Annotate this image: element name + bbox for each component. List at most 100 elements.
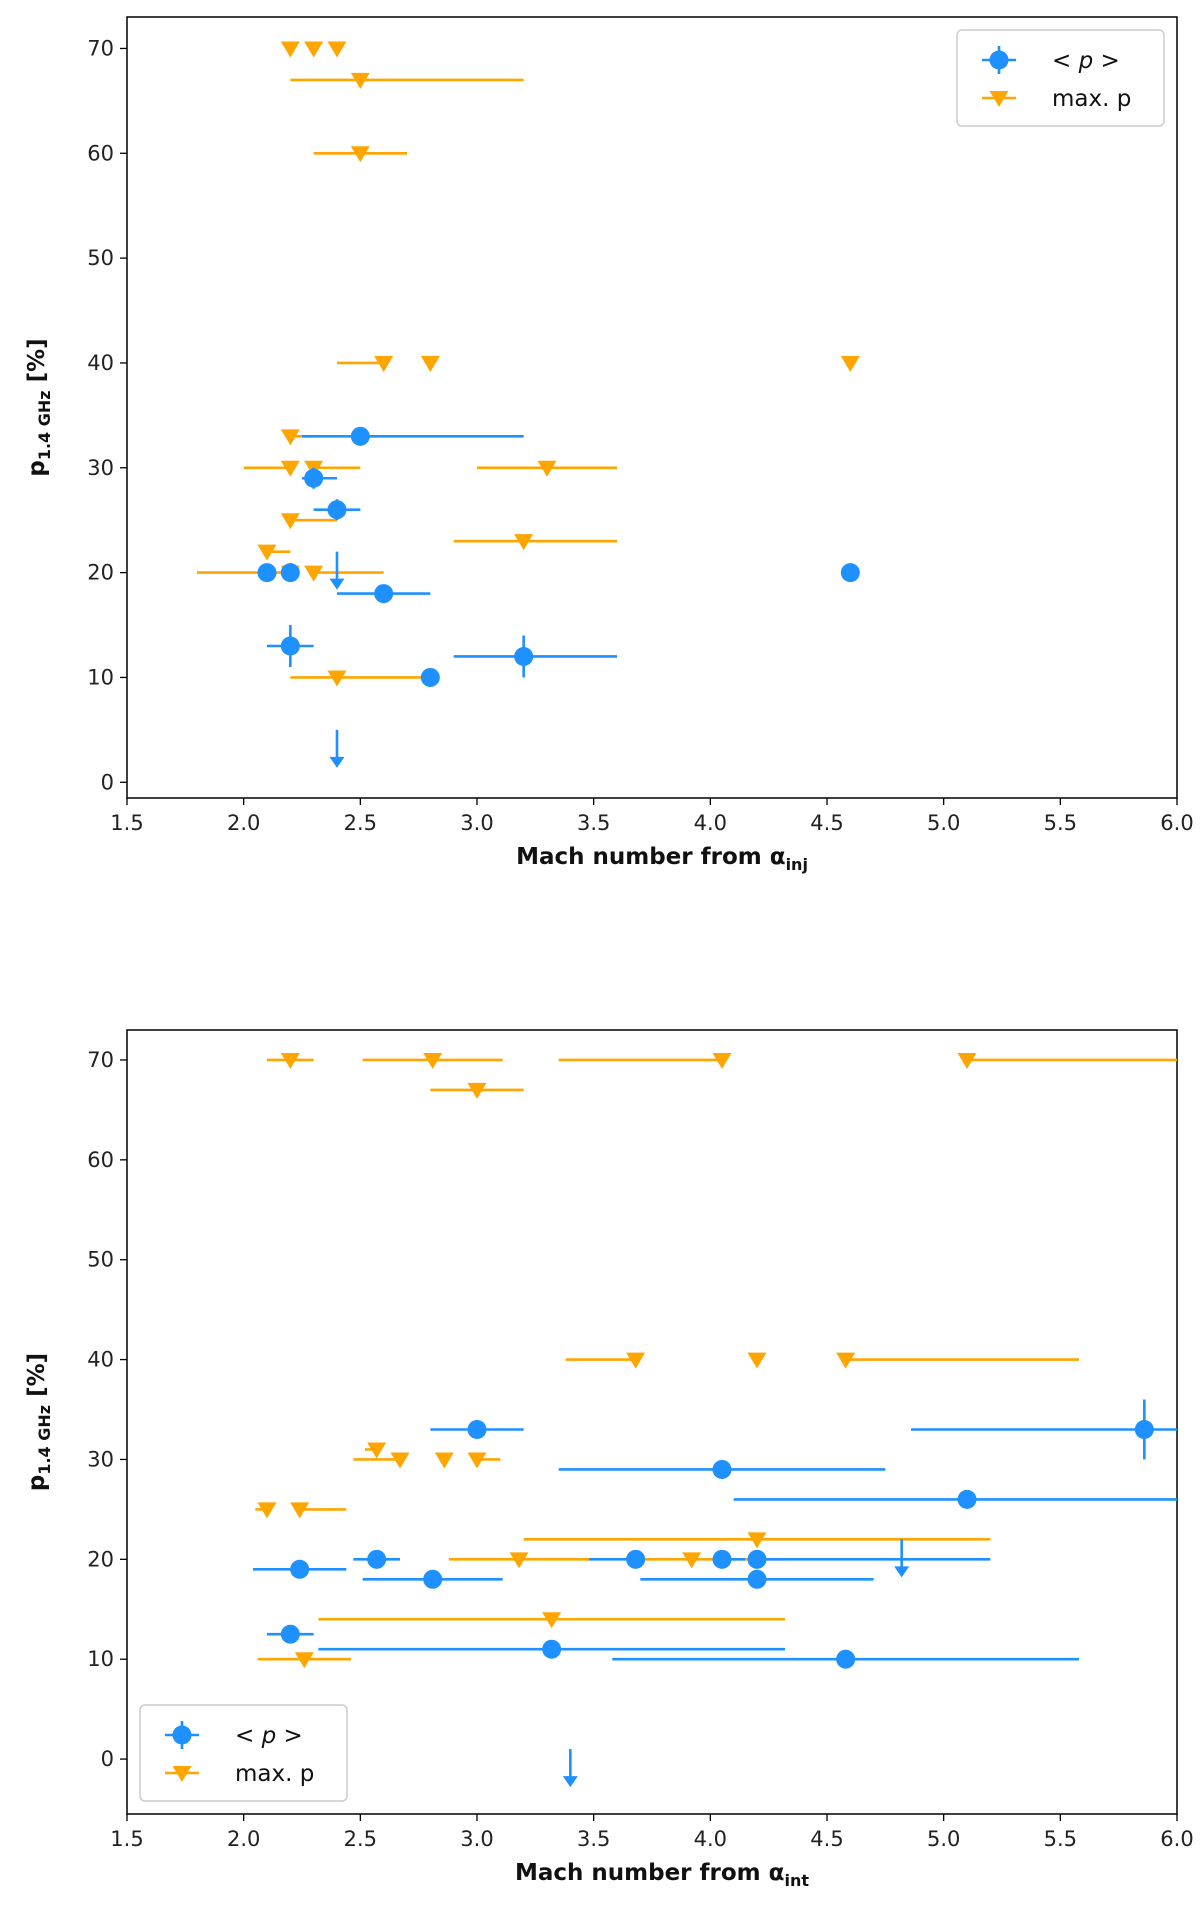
data-point-max-p: [280, 513, 300, 530]
x-tick-label: 5.0: [927, 811, 960, 835]
x-tick-label: 5.5: [1044, 1827, 1077, 1851]
y-tick-label: 10: [87, 665, 114, 689]
data-point-mean-p: [626, 1549, 646, 1569]
data-point-max-p: [350, 72, 370, 89]
data-point-max-p: [257, 544, 277, 561]
y-tick-label: 50: [87, 246, 114, 270]
data-point-max-p: [747, 1352, 767, 1369]
data-point-max-p: [712, 1052, 732, 1069]
y-tick-label: 0: [101, 770, 114, 794]
data-point-max-p: [280, 1052, 300, 1069]
x-tick-label: 2.5: [344, 811, 377, 835]
data-point-mean-p: [420, 667, 440, 687]
x-tick-label: 5.0: [927, 1827, 960, 1851]
plot-frame: [126, 1029, 1178, 1815]
x-tick-label: 2.5: [344, 1827, 377, 1851]
data-point-mean-p: [280, 1624, 300, 1644]
data-point-mean-p: [1134, 1419, 1154, 1439]
x-tick-label: 4.0: [694, 1827, 727, 1851]
data-point-max-p: [423, 1052, 443, 1069]
data-point-max-p: [747, 1532, 767, 1549]
data-point-max-p: [367, 1442, 387, 1459]
series-max-p: [255, 1052, 1177, 1669]
legend-label-max-p: max. p: [235, 1761, 314, 1787]
x-tick-label: 3.5: [577, 811, 610, 835]
x-tick-label: 4.5: [810, 811, 843, 835]
data-point-mean-p: [374, 584, 394, 604]
data-point-mean-p: [514, 646, 534, 666]
data-point-max-p: [514, 534, 534, 551]
data-point-max-p: [280, 460, 300, 477]
data-point-mean-p: [542, 1639, 562, 1659]
y-axis-label: p1.4 GHz [%]: [24, 338, 54, 476]
x-tick-label: 4.5: [810, 1827, 843, 1851]
upper-limit-arrowhead: [329, 756, 345, 768]
data-point-max-p: [257, 1502, 277, 1519]
data-point-max-p: [374, 355, 394, 372]
y-axis-label: p1.4 GHz [%]: [24, 1353, 54, 1491]
legend: < p > max. p: [956, 29, 1165, 127]
data-point-max-p: [537, 460, 557, 477]
data-point-mean-p: [840, 563, 860, 583]
data-point-mean-p: [280, 563, 300, 583]
x-tick-label: 6.0: [1160, 1827, 1193, 1851]
y-tick-label: 0: [101, 1747, 114, 1771]
x-tick-label: 3.0: [460, 1827, 493, 1851]
x-tick-label: 4.0: [694, 811, 727, 835]
y-tick-label: 40: [87, 1348, 114, 1372]
data-point-mean-p: [712, 1549, 732, 1569]
upper-limit-arrowhead: [329, 578, 345, 590]
data-point-max-p: [957, 1052, 977, 1069]
x-tick-label: 1.5: [110, 1827, 143, 1851]
data-point-max-p: [280, 41, 300, 58]
series-mean-p: [257, 426, 860, 768]
data-point-mean-p: [304, 468, 324, 488]
data-point-mean-p: [290, 1559, 310, 1579]
y-tick-label: 10: [87, 1647, 114, 1671]
x-tick-label: 2.0: [227, 811, 260, 835]
data-point-mean-p: [327, 500, 347, 520]
data-point-max-p: [509, 1552, 529, 1569]
data-point-max-p: [327, 670, 347, 687]
legend-box: [139, 1704, 348, 1802]
data-point-max-p: [420, 355, 440, 372]
y-tick-label: 20: [87, 1547, 114, 1571]
y-tick-label: 50: [87, 1248, 114, 1272]
legend-box: [956, 29, 1165, 127]
chart-bottom-mach-int: 1.5 2.0 2.5 3.0 3.5 4.0 4.5 5.0 5.5 6.0 0 10 20 30 40 5…: [24, 1029, 1194, 1890]
data-point-max-p: [280, 429, 300, 446]
upper-limit-arrowhead: [894, 1566, 910, 1578]
data-point-mean-p: [467, 1419, 487, 1439]
data-point-max-p: [434, 1452, 454, 1469]
x-tick-label: 2.0: [227, 1827, 260, 1851]
legend-marker-mean-p: [989, 50, 1009, 70]
data-point-max-p: [390, 1452, 410, 1469]
data-point-max-p: [682, 1552, 702, 1569]
data-point-max-p: [542, 1612, 562, 1629]
data-point-mean-p: [747, 1549, 767, 1569]
legend-label-max-p: max. p: [1052, 86, 1131, 112]
data-point-mean-p: [957, 1489, 977, 1509]
data-point-mean-p: [257, 563, 277, 583]
data-point-mean-p: [280, 636, 300, 656]
data-point-mean-p: [712, 1459, 732, 1479]
y-tick-label: 20: [87, 561, 114, 585]
series-mean-p: [253, 1399, 1177, 1788]
legend-marker-mean-p: [172, 1725, 192, 1745]
y-tick-label: 70: [87, 1048, 114, 1072]
x-tick-label: 3.5: [577, 1827, 610, 1851]
x-tick-label: 6.0: [1160, 811, 1193, 835]
data-point-max-p: [350, 146, 370, 163]
y-tick-label: 60: [87, 141, 114, 165]
x-axis-label: Mach number from αinj: [516, 844, 808, 874]
x-axis-label: Mach number from αint: [515, 1860, 809, 1890]
y-tick-label: 30: [87, 456, 114, 480]
data-point-max-p: [304, 565, 324, 582]
data-point-max-p: [840, 355, 860, 372]
y-tick-label: 70: [87, 36, 114, 60]
legend-marker-max-p: [172, 1766, 192, 1782]
upper-limit-arrowhead: [562, 1776, 578, 1788]
data-point-mean-p: [747, 1569, 767, 1589]
plot-frame: [126, 16, 1178, 799]
